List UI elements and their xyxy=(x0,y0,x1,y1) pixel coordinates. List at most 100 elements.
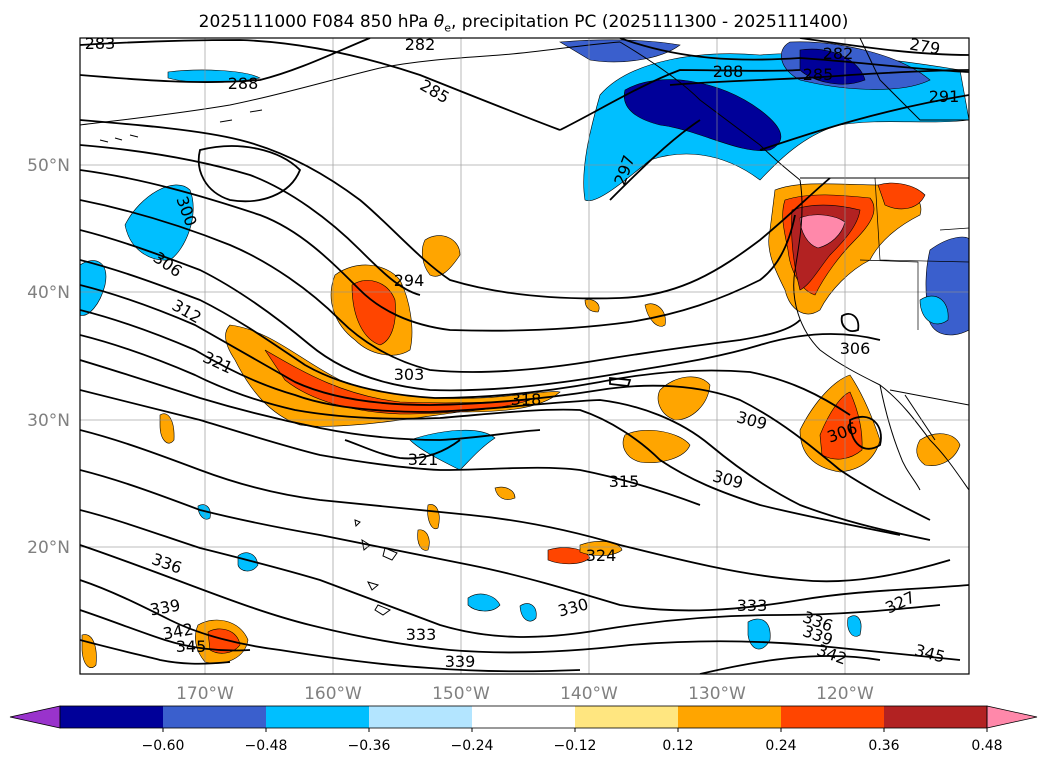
colorbar-tick-label: −0.24 xyxy=(451,738,494,754)
colorbar-frame xyxy=(59,705,988,729)
coast-gulf-ca xyxy=(904,394,936,441)
contour-342 xyxy=(80,609,251,652)
precip-blob-sw-1-inner xyxy=(207,628,241,654)
colorbar-tick-label: 0.36 xyxy=(868,738,899,754)
lon-label-120w: 120°W xyxy=(816,684,874,704)
map-background xyxy=(80,38,969,674)
state-border-2 xyxy=(859,259,919,330)
precip-blob-misc-6 xyxy=(877,182,926,210)
precip-blob-sw-cyan-6 xyxy=(847,615,862,637)
state-border-3 xyxy=(939,227,969,231)
hawaii-island-4 xyxy=(367,581,380,591)
contour-ring-3 xyxy=(609,377,632,387)
border-bc-alaska xyxy=(859,38,969,121)
precip-blob-sw-cyan-2 xyxy=(747,618,771,650)
contour-324 xyxy=(80,389,701,506)
contour-label: 282 xyxy=(823,44,854,63)
precip-blob-west-1 xyxy=(159,413,175,444)
contour-label: 294 xyxy=(394,271,425,290)
lon-label-140w: 140°W xyxy=(560,684,618,704)
hawaii-island-3 xyxy=(354,519,361,528)
contour-345 xyxy=(80,639,231,665)
lat-label-50: 50°N xyxy=(27,156,70,176)
colorbar: −0.60 −0.48 −0.36 −0.24 −0.12 0.12 0.24 0.36 0.4… xyxy=(9,705,1038,754)
precip-blob-hawaii-2 xyxy=(579,541,623,556)
contour-297 xyxy=(80,119,701,296)
precip-blob-misc-1 xyxy=(494,486,516,500)
colorbar-tick-label: 0.24 xyxy=(765,738,796,754)
contour-ring-1 xyxy=(197,145,302,203)
colorbar-segment xyxy=(781,706,885,728)
precip-blob-hawaii-1 xyxy=(547,547,591,565)
precip-blob-east-pacific-1 xyxy=(657,376,711,421)
contour-327 xyxy=(80,429,951,583)
contour-333 xyxy=(80,509,941,638)
colorbar-tick-label: −0.48 xyxy=(245,738,288,754)
colorbar-segment xyxy=(678,706,782,728)
theta-e-contours xyxy=(80,38,969,674)
contour-label: 279 xyxy=(908,34,941,58)
lat-label-20: 20°N xyxy=(27,538,70,558)
precip-blob-baja-inner xyxy=(819,391,863,460)
precip-blob-sw-cyan-5 xyxy=(519,603,537,622)
precip-blob-east-pacific-2 xyxy=(622,429,691,463)
border-us-mexico xyxy=(889,389,969,406)
chart-title: 2025111000 F084 850 hPa θe, precipitatio… xyxy=(198,12,849,35)
contour-label: 333 xyxy=(737,596,768,615)
state-borders xyxy=(859,177,969,330)
contour-label: 345 xyxy=(176,637,207,656)
colorbar-segment xyxy=(266,706,370,728)
colorbar-tick-label: 0.48 xyxy=(971,738,1002,754)
contour-288 xyxy=(80,38,801,131)
precip-blob-misc-4 xyxy=(584,299,600,313)
longitude-labels: 170°W 160°W 150°W 140°W 130°W 120°W xyxy=(176,684,874,704)
contour-ring-4 xyxy=(840,313,860,332)
contour-300 xyxy=(80,169,796,332)
contour-339 xyxy=(80,579,881,674)
coast-alaska xyxy=(80,41,621,126)
latitude-labels: 50°N 40°N 30°N 20°N xyxy=(27,156,70,558)
colorbar-segment xyxy=(163,706,267,728)
colorbar-tick-label: −0.36 xyxy=(348,738,391,754)
contour-330 xyxy=(80,469,969,612)
contour-309 xyxy=(80,259,851,416)
precip-blob-misc-5 xyxy=(417,529,430,551)
contour-label: 303 xyxy=(394,365,425,384)
contour-label: 324 xyxy=(586,546,617,565)
map-frame xyxy=(79,37,970,675)
colorbar-segment xyxy=(575,706,679,728)
contour-label: 315 xyxy=(609,472,640,491)
lat-label-40: 40°N xyxy=(27,283,70,303)
hawaii-island-2 xyxy=(382,547,398,561)
hawaii-island-5 xyxy=(374,604,392,616)
precip-blob-sw-cyan-3 xyxy=(237,552,259,572)
contour-306 xyxy=(80,229,881,392)
precip-blob-sw-cyan-1 xyxy=(467,593,501,612)
contour-label: 288 xyxy=(713,62,744,81)
colorbar-extend-low xyxy=(9,705,61,729)
hawaii-island-1 xyxy=(361,538,371,551)
contour-label: 339 xyxy=(445,652,476,671)
contour-312 xyxy=(80,284,931,521)
contour-318 xyxy=(80,334,901,536)
colorbar-segment xyxy=(884,706,988,728)
colorbar-tick-label: −0.12 xyxy=(554,738,597,754)
contour-label: 288 xyxy=(228,74,259,93)
contour-285-n xyxy=(80,39,561,131)
contour-label: 285 xyxy=(803,65,834,84)
colorbar-tick-label: −0.60 xyxy=(142,738,185,754)
contour-label: 291 xyxy=(929,87,960,106)
lon-label-170w: 170°W xyxy=(176,684,234,704)
contour-315 xyxy=(80,309,931,541)
contour-label: 282 xyxy=(405,35,436,54)
contour-291 xyxy=(759,94,969,151)
precip-blob-central-north-inner xyxy=(351,280,396,346)
colorbar-segment xyxy=(369,706,473,728)
contour-321 xyxy=(80,359,541,460)
coast-bc xyxy=(619,41,801,181)
precip-blob-pnw-pink xyxy=(799,214,846,249)
colorbar-extend-high xyxy=(986,705,1038,729)
lon-label-150w: 150°W xyxy=(432,684,490,704)
